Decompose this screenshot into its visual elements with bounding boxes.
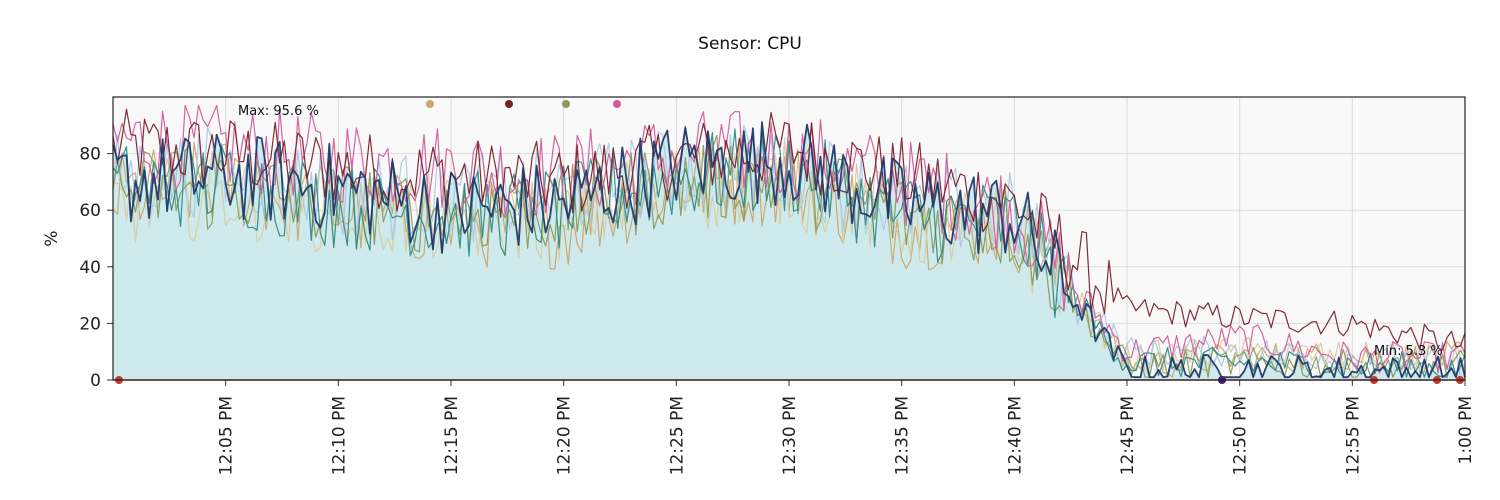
y-tick-label: 40	[79, 258, 101, 278]
y-tick-label: 60	[79, 201, 101, 221]
max-point-marker	[562, 100, 570, 108]
max-point-marker	[505, 100, 513, 108]
series-line	[112, 108, 1466, 351]
tick-labels: 0 20 40 60 80 12:05 PM 12:10 PM 12:15 PM 12:20 P…	[42, 145, 1476, 476]
series-lines	[112, 104, 1466, 381]
area-fill	[113, 122, 1465, 380]
y-axis-label: %	[42, 230, 62, 246]
x-tick-label: 12:05 PM	[217, 396, 237, 475]
x-tick-label: 12:55 PM	[1343, 396, 1363, 475]
y-tick-label: 0	[90, 371, 101, 391]
series-markers	[115, 100, 1464, 384]
max-point-marker	[426, 100, 434, 108]
chart-title: Sensor: CPU	[698, 34, 802, 54]
x-tick-label: 12:25 PM	[667, 396, 687, 475]
series-line	[112, 128, 1466, 378]
plot-frame	[112, 96, 1466, 381]
x-tick-label: 12:15 PM	[442, 396, 462, 475]
y-tick-label: 20	[79, 314, 101, 334]
axes	[107, 96, 1466, 386]
max-point-marker	[613, 100, 621, 108]
area-under-series	[113, 122, 1465, 380]
x-tick-label: 12:40 PM	[1005, 396, 1025, 475]
min-annotation: Min: 5.3 %	[1374, 344, 1443, 359]
x-tick-label: 12:20 PM	[555, 396, 575, 475]
x-tick-label: 12:45 PM	[1118, 396, 1138, 475]
x-tick-label: 12:35 PM	[893, 396, 913, 475]
annotations: Max: 95.6 % Min: 5.3 %	[238, 104, 1443, 359]
x-tick-label: 12:50 PM	[1231, 396, 1251, 475]
x-tick-label: 12:10 PM	[329, 396, 349, 475]
x-tick-label: 1:00 PM	[1456, 396, 1476, 465]
series-line	[112, 121, 1466, 379]
x-tick-label: 12:30 PM	[780, 396, 800, 475]
max-annotation: Max: 95.6 %	[238, 104, 319, 119]
y-tick-label: 80	[79, 145, 101, 165]
